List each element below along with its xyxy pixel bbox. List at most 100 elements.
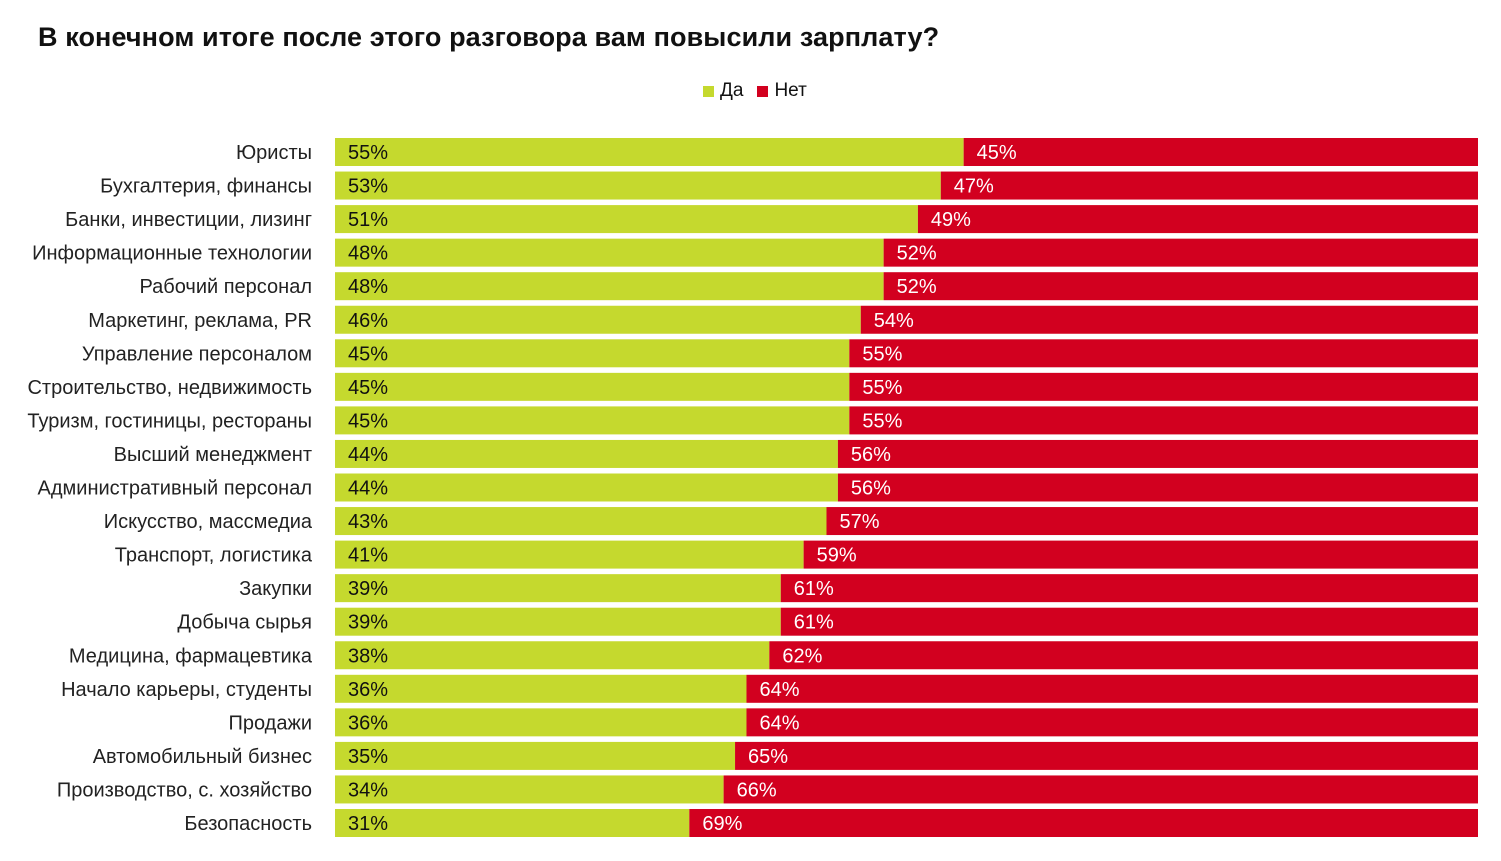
value-label-no-0: 45% [977,142,1017,164]
value-label-no-11: 57% [839,511,879,533]
bar-yes-17 [335,708,747,737]
category-label-18: Автомобильный бизнес [93,746,312,768]
bar-yes-8 [335,406,850,435]
bar-no-17 [746,708,1478,737]
legend: Да Нет [703,80,821,102]
bar-yes-6 [335,339,850,368]
category-label-12: Транспорт, логистика [115,545,313,567]
legend-item-no: Нет [757,80,807,102]
value-label-no-2: 49% [931,209,971,231]
bar-no-18 [735,741,1478,770]
bar-no-10 [837,473,1478,502]
category-label-11: Искусство, массмедиа [104,511,313,533]
category-label-9: Высший менеджмент [114,444,312,466]
value-label-no-19: 66% [737,779,777,801]
bar-no-7 [849,372,1478,401]
value-label-no-9: 56% [851,444,891,466]
bar-yes-13 [335,574,781,603]
bar-no-12 [803,540,1478,569]
category-label-16: Начало карьеры, студенты [61,679,312,701]
value-label-no-10: 56% [851,478,891,500]
category-label-1: Бухгалтерия, финансы [100,176,312,198]
value-label-no-7: 55% [862,377,902,399]
bar-no-2 [917,205,1478,234]
category-label-0: Юристы [236,142,312,164]
value-label-no-12: 59% [817,545,857,567]
category-label-20: Безопасность [184,813,312,835]
bar-no-15 [769,641,1478,670]
value-label-yes-12: 41% [348,545,388,567]
category-label-13: Закупки [239,578,312,600]
value-label-yes-9: 44% [348,444,388,466]
legend-swatch-yes [703,85,714,97]
value-label-yes-19: 34% [348,779,388,801]
category-label-2: Банки, инвестиции, лизинг [65,209,312,231]
value-label-no-20: 69% [702,813,742,835]
bar-yes-5 [335,305,861,334]
category-label-10: Административный персонал [38,478,312,500]
value-label-no-13: 61% [794,578,834,600]
bar-yes-12 [335,540,804,569]
bar-yes-16 [335,674,747,703]
category-label-14: Добыча сырья [177,612,312,634]
bar-yes-3 [335,238,884,267]
bar-no-14 [780,607,1478,636]
value-label-yes-8: 45% [348,410,388,432]
value-label-no-17: 64% [759,712,799,734]
value-label-yes-16: 36% [348,679,388,701]
bar-no-0 [963,138,1478,166]
category-label-15: Медицина, фармацевтика [69,645,313,667]
value-label-yes-5: 46% [348,310,388,332]
bar-yes-0 [335,138,964,166]
bar-no-1 [940,171,1478,200]
bar-no-6 [849,339,1478,368]
category-label-19: Производство, с. хозяйство [57,779,312,801]
category-label-3: Информационные технологии [32,243,312,265]
bar-yes-9 [335,439,838,468]
legend-item-yes: Да [703,80,743,102]
value-label-no-1: 47% [954,176,994,198]
value-label-yes-11: 43% [348,511,388,533]
bar-yes-19 [335,775,724,804]
value-label-yes-13: 39% [348,578,388,600]
bar-no-11 [826,507,1478,536]
value-label-yes-20: 31% [348,813,388,835]
value-label-no-16: 64% [759,679,799,701]
chart-title: В конечном итоге после этого разговора в… [38,22,940,52]
value-label-yes-0: 55% [348,142,388,164]
category-label-7: Строительство, недвижимость [27,377,312,399]
bar-yes-14 [335,607,781,636]
value-label-no-4: 52% [897,276,937,298]
bar-yes-18 [335,741,736,770]
category-label-5: Маркетинг, реклама, PR [88,310,312,332]
value-label-yes-1: 53% [348,176,388,198]
value-label-yes-2: 51% [348,209,388,231]
value-label-no-8: 55% [862,410,902,432]
value-label-yes-3: 48% [348,243,388,265]
category-label-4: Рабочий персонал [139,276,312,298]
value-label-no-18: 65% [748,746,788,768]
bar-no-16 [746,674,1478,703]
bar-no-9 [837,439,1478,468]
bar-yes-11 [335,507,827,536]
legend-label-no: Нет [774,80,807,101]
bar-yes-1 [335,171,941,200]
value-label-no-5: 54% [874,310,914,332]
bar-no-8 [849,406,1478,435]
value-label-no-3: 52% [897,243,937,265]
bar-yes-10 [335,473,838,502]
value-label-yes-10: 44% [348,478,388,500]
value-label-yes-6: 45% [348,343,388,365]
value-label-yes-4: 48% [348,276,388,298]
bar-no-13 [780,574,1478,603]
bar-yes-4 [335,272,884,301]
value-label-no-6: 55% [862,343,902,365]
bar-yes-15 [335,641,770,670]
value-label-yes-15: 38% [348,645,388,667]
value-label-no-15: 62% [782,645,822,667]
legend-label-yes: Да [720,80,744,101]
bar-no-3 [883,238,1478,267]
legend-swatch-no [757,85,769,97]
value-label-yes-17: 36% [348,712,388,734]
